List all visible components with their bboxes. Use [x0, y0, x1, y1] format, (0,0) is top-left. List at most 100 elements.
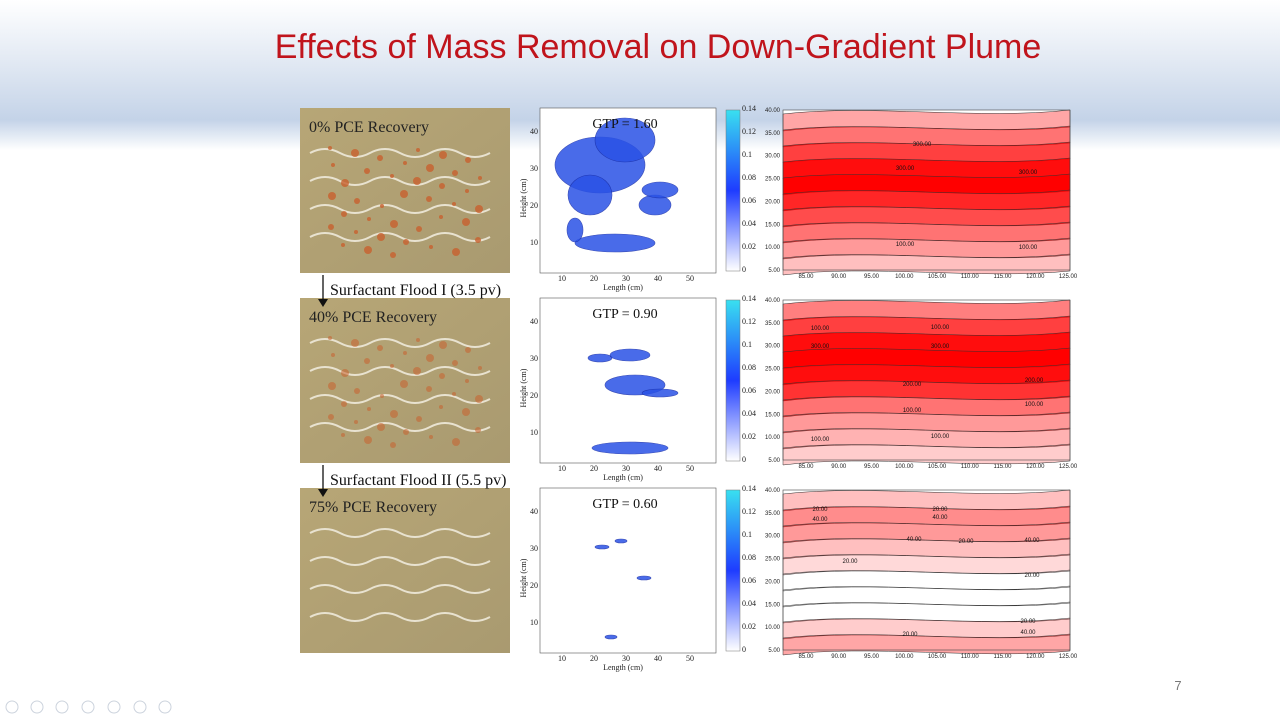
subtitle-button[interactable]	[133, 700, 147, 714]
contour-x-tick: 115.00	[994, 274, 1013, 280]
sand-lens	[309, 232, 491, 242]
contour-y-tick: 5.00	[768, 268, 780, 274]
contour-label: 300.00	[896, 166, 915, 172]
contour-x-tick: 95.00	[864, 274, 880, 280]
pce-stain	[465, 347, 471, 353]
pce-stain	[390, 364, 394, 368]
pce-stain	[403, 351, 407, 355]
gtp-y-tick: 10	[530, 618, 538, 627]
contour-label: 20.00	[958, 539, 974, 545]
gtp-x-tick: 30	[622, 274, 630, 283]
plume-blob	[614, 538, 628, 544]
gtp-x-tick: 50	[686, 274, 694, 283]
gtp-x-tick: 10	[558, 654, 566, 663]
contour-y-tick: 25.00	[765, 177, 781, 183]
pce-stain	[413, 177, 421, 185]
gtp-y-tick: 30	[530, 544, 538, 553]
sand-lens	[309, 204, 491, 214]
gtp-y-tick: 40	[530, 317, 538, 326]
plume-blob	[594, 117, 656, 163]
slides-button[interactable]	[81, 700, 95, 714]
contour-y-tick: 10.00	[765, 435, 781, 441]
pce-stain	[462, 408, 470, 416]
contour-x-tick: 110.00	[961, 274, 980, 280]
pce-stain	[452, 202, 456, 206]
pce-stain	[331, 163, 335, 167]
contour-label: 300.00	[1019, 170, 1038, 176]
plume-blob	[567, 174, 613, 216]
pce-stain	[341, 243, 345, 247]
pce-stain	[465, 189, 469, 193]
gtp-x-tick: 40	[654, 274, 662, 283]
pce-stain	[377, 423, 385, 431]
gtp-y-tick: 10	[530, 428, 538, 437]
contour-y-tick: 20.00	[765, 199, 781, 205]
gtp-x-label: Length (cm)	[603, 283, 643, 292]
contour-x-tick: 120.00	[1026, 654, 1045, 660]
contour-y-tick: 40.00	[765, 108, 781, 114]
gtp-x-tick: 10	[558, 274, 566, 283]
contour-y-tick: 10.00	[765, 625, 781, 631]
pce-stain	[413, 367, 421, 375]
colorbar-tick: 0.14	[742, 294, 756, 303]
pen-button[interactable]	[55, 700, 69, 714]
colorbar-tick: 0.06	[742, 386, 756, 395]
contour-label: 20.00	[902, 632, 918, 638]
pce-stain	[364, 436, 372, 444]
contour-y-tick: 35.00	[765, 321, 781, 327]
plume-blob	[641, 181, 679, 199]
contour-x-tick: 100.00	[895, 654, 914, 660]
contour-x-tick: 120.00	[1026, 274, 1045, 280]
contour-label: 300.00	[913, 142, 932, 148]
pce-stain	[380, 204, 384, 208]
colorbar-tick: 0.1	[742, 340, 752, 349]
contour-x-tick: 125.00	[1059, 274, 1078, 280]
contour-label: 20.00	[1024, 573, 1040, 579]
contour-x-tick: 90.00	[831, 654, 847, 660]
gtp-x-tick: 40	[654, 654, 662, 663]
pce-stain	[426, 354, 434, 362]
arrow-head	[318, 299, 328, 307]
pce-stain	[439, 341, 447, 349]
zoom-button[interactable]	[107, 700, 121, 714]
sand-lens	[309, 584, 491, 594]
pce-stain	[377, 345, 383, 351]
colorbar-tick: 0.02	[742, 242, 756, 251]
pce-stain	[403, 239, 409, 245]
pce-stain	[475, 237, 481, 243]
pce-stain	[351, 339, 359, 347]
colorbar-tick: 0.06	[742, 196, 756, 205]
contour-label: 100.00	[1019, 245, 1038, 251]
contour-plot	[783, 490, 1070, 650]
pce-stain	[439, 151, 447, 159]
more-button[interactable]	[158, 700, 172, 714]
pce-stain	[416, 148, 420, 152]
flood-label: Surfactant Flood I (3.5 pv)	[330, 282, 501, 299]
gtp-x-tick: 40	[654, 464, 662, 473]
contour-x-tick: 100.00	[895, 464, 914, 470]
gtp-y-tick: 40	[530, 127, 538, 136]
pce-stain	[367, 217, 371, 221]
plume-blob	[609, 348, 651, 362]
pce-stain	[465, 379, 469, 383]
contour-frame	[782, 109, 1071, 271]
contour-y-tick: 30.00	[765, 154, 781, 160]
pce-stain	[452, 248, 460, 256]
colorbar-tick: 0.04	[742, 409, 756, 418]
contour-label: 40.00	[1024, 538, 1040, 544]
pce-stain	[439, 405, 443, 409]
pce-stain	[351, 149, 359, 157]
contour-y-tick: 5.00	[768, 458, 780, 464]
toolbar[interactable]	[5, 700, 172, 714]
colorbar-tick: 0.08	[742, 553, 756, 562]
next-button[interactable]	[30, 700, 44, 714]
gtp-x-tick: 30	[622, 464, 630, 473]
prev-button[interactable]	[5, 700, 19, 714]
contour-y-tick: 35.00	[765, 131, 781, 137]
contour-frame	[782, 299, 1071, 461]
gtp-label: GTP = 0.60	[592, 497, 657, 512]
contour-x-tick: 110.00	[961, 654, 980, 660]
contour-label: 100.00	[903, 408, 922, 414]
plume-blob	[636, 575, 652, 581]
